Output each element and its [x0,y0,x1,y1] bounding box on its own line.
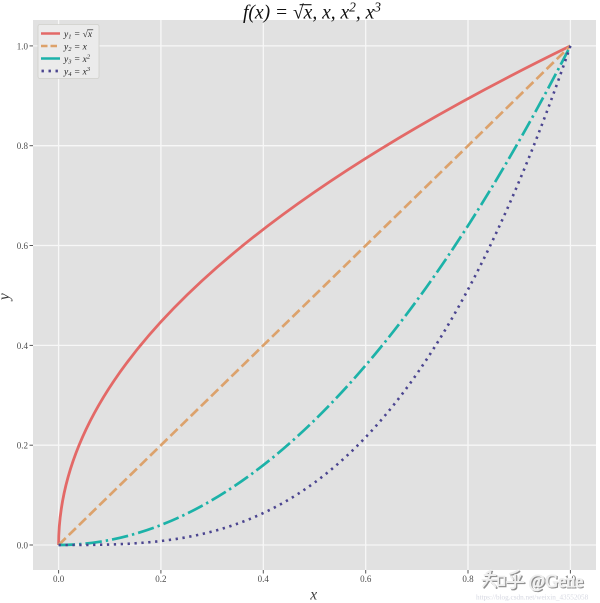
svg-text:0.4: 0.4 [258,574,270,584]
svg-text:y3 = x2: y3 = x2 [63,53,91,65]
svg-text:https://blog.csdn.net/weixin_4: https://blog.csdn.net/weixin_43552058 [476,594,589,602]
svg-text:y2 = x: y2 = x [63,42,88,53]
svg-text:0.0: 0.0 [17,540,29,550]
svg-text:0.6: 0.6 [17,241,29,251]
svg-text:y1 = √x: y1 = √x [63,29,93,41]
svg-text:0.2: 0.2 [17,441,28,451]
svg-text:y: y [0,293,13,302]
svg-text:0.2: 0.2 [155,574,166,584]
svg-text:y4 = x3: y4 = x3 [63,66,91,78]
svg-text:0.6: 0.6 [360,574,372,584]
svg-text:f(x) = √x, x, x2, x3: f(x) = √x, x, x2, x3 [243,0,381,24]
svg-text:x: x [309,587,317,603]
svg-text:0.8: 0.8 [17,141,29,151]
svg-text:0.0: 0.0 [53,574,65,584]
svg-text:0.8: 0.8 [462,574,474,584]
svg-text:1.0: 1.0 [17,41,29,51]
svg-text:0.4: 0.4 [17,341,29,351]
